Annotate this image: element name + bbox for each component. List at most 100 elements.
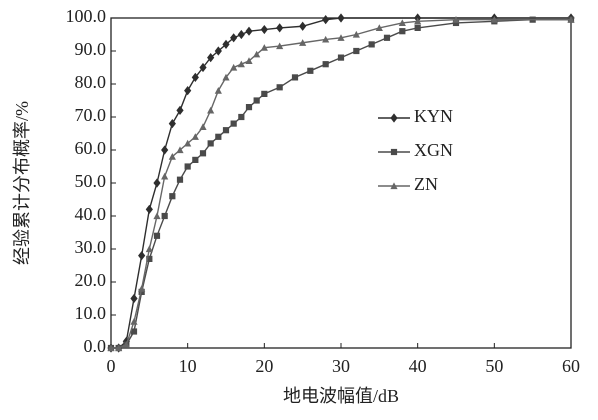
marker [299,21,307,31]
y-axis-label: 经验累计分布概率/% [12,101,32,265]
marker [168,119,176,129]
marker [567,16,575,23]
marker [291,74,299,81]
marker [176,146,184,154]
marker [237,60,245,68]
marker [168,153,176,160]
x-tick-label: 50 [485,356,503,376]
marker [215,133,222,140]
marker [191,133,199,140]
marker [237,29,245,40]
marker [245,26,253,36]
marker [222,39,230,49]
marker [184,163,191,170]
marker [122,341,130,348]
marker [191,72,199,82]
marker [146,255,153,262]
marker [145,204,153,214]
marker [352,30,360,38]
marker [199,150,207,157]
y-tick-label: 60.0 [75,138,107,158]
marker [184,86,192,96]
y-tick-label: 100.0 [66,6,107,26]
marker [260,24,268,35]
marker [353,47,360,55]
series-line [111,17,571,349]
x-tick-label: 10 [179,356,197,376]
marker [307,67,314,74]
marker [368,41,375,48]
marker [161,212,168,220]
marker [222,127,230,134]
marker [115,344,123,352]
marker [230,33,238,43]
marker [138,285,146,292]
marker [276,84,283,91]
series-line [111,18,571,349]
marker [107,344,115,352]
marker [192,156,199,163]
x-tick-label: 60 [562,356,580,376]
marker [375,24,383,31]
legend-marker [390,113,398,123]
marker [161,145,169,155]
x-tick-label: 40 [409,356,427,376]
y-tick-label: 30.0 [75,237,107,257]
y-tick-label: 80.0 [75,72,107,92]
marker [214,87,222,94]
marker [398,19,406,27]
marker [130,318,138,325]
marker [322,35,330,43]
marker [253,97,260,104]
marker [153,178,161,188]
marker [337,13,345,23]
marker [322,15,330,25]
marker [153,212,161,220]
marker [199,62,207,73]
legend-marker [390,182,398,190]
legend-label: KYN [414,106,453,126]
marker [414,24,421,31]
marker [260,44,268,51]
y-tick-label: 40.0 [75,204,107,224]
x-tick-label: 20 [255,356,273,376]
marker [153,232,161,239]
marker [245,57,253,64]
marker [299,39,307,46]
marker [337,54,345,61]
y-tick-label: 20.0 [75,270,107,290]
marker [207,140,214,147]
x-tick-label: 0 [107,356,116,376]
y-tick-label: 0.0 [84,336,107,356]
marker [238,113,245,121]
marker [261,90,268,97]
marker [222,73,230,81]
marker [176,105,184,115]
y-tick-label: 10.0 [75,303,107,323]
marker [414,17,422,25]
legend-label: XGN [414,140,453,160]
marker [276,23,284,33]
marker [138,288,145,295]
marker [199,123,207,130]
marker [138,251,146,261]
marker [176,176,184,183]
marker [130,328,138,335]
series-line [111,18,571,349]
y-tick-label: 70.0 [75,105,107,125]
legend-marker [390,148,398,156]
marker [452,19,460,27]
marker [130,293,138,304]
marker [207,53,215,63]
marker [383,34,391,41]
marker [399,28,406,35]
marker [452,16,460,23]
marker [207,106,215,114]
x-axis-label: 地电波幅值/dB [283,386,399,406]
marker [245,104,253,111]
marker [145,245,153,253]
marker [276,42,284,50]
marker [214,46,222,56]
marker [230,120,237,127]
